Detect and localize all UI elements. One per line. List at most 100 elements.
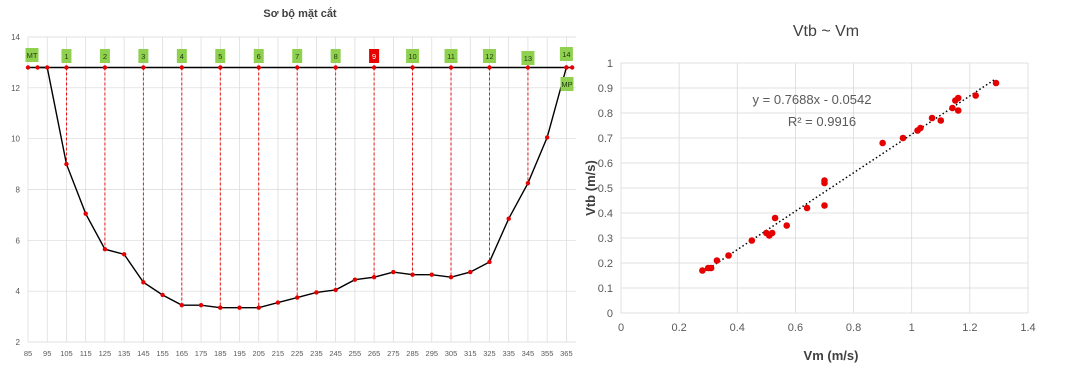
vertical-label-8: 8 — [330, 49, 341, 63]
label-text: 5 — [218, 52, 222, 61]
vertical-label-2: 2 — [99, 49, 110, 63]
x-tick-label: 315 — [464, 349, 477, 358]
scatter-point — [725, 252, 732, 259]
x-tick-label: 1.4 — [1020, 322, 1035, 334]
y-tick-label: 2 — [16, 338, 21, 347]
x-tick-label: 325 — [483, 349, 496, 358]
profile-point — [218, 305, 223, 310]
profile-point — [160, 292, 165, 298]
x-tick-label: 95 — [43, 349, 51, 358]
y-tick-label: 0.2 — [598, 258, 613, 270]
label-text: 2 — [103, 52, 107, 61]
profile-point — [487, 259, 492, 265]
x-tick-label: 85 — [24, 349, 32, 358]
scatter-point — [768, 229, 776, 237]
x-tick-label: 275 — [387, 349, 400, 358]
label-text: 10 — [408, 52, 416, 61]
riverbed-profile — [35, 65, 575, 310]
scatter-point — [928, 114, 936, 122]
water-surface-point — [487, 65, 492, 70]
x-tick-label: 0.8 — [846, 322, 861, 334]
data-points — [699, 79, 1000, 274]
profile-point — [64, 161, 69, 167]
x-tick-label: 0.2 — [671, 322, 686, 334]
profile-point — [237, 305, 242, 310]
y-tick-label: 0.6 — [598, 158, 613, 170]
velocity-scatter-panel: Vtb ~ Vm 0 0.1 0.2 0.3 0.4 0.5 0.6 0.7 0.8 0.9 1 0… — [583, 0, 1066, 365]
y-axis-ticks: 0 0.1 0.2 0.3 0.4 0.5 0.6 0.7 0.8 0.9 1 — [598, 58, 613, 320]
profile-point — [352, 277, 358, 282]
x-tick-label: 0 — [618, 322, 624, 334]
y-tick-label: 0.8 — [598, 108, 613, 120]
label-flag — [406, 49, 420, 63]
y-tick-label: 0.3 — [598, 233, 613, 245]
x-axis-label: Vm (m/s) — [804, 348, 859, 363]
y-tick-label: 0.5 — [598, 183, 613, 195]
profile-line — [37, 66, 573, 309]
label-text: MP — [561, 80, 572, 89]
label-flag — [444, 49, 458, 63]
x-tick-label: 115 — [80, 349, 92, 358]
x-tick-label: 145 — [137, 349, 150, 358]
vertical-label-mp: MP — [560, 77, 574, 91]
x-tick-label: 135 — [118, 349, 131, 358]
water-surface-point — [218, 65, 223, 70]
velocity-scatter-chart: Vtb ~ Vm 0 0.1 0.2 0.3 0.4 0.5 0.6 0.7 0.8 0.9 1 0… — [583, 23, 1036, 363]
vertical-label-3: 3 — [138, 49, 149, 63]
x-tick-label: 305 — [445, 349, 458, 358]
y-tick-label: 0.1 — [598, 283, 613, 295]
scatter-point — [707, 264, 715, 272]
label-text: 4 — [180, 52, 184, 61]
water-surface-point — [333, 65, 338, 70]
profile-point — [506, 216, 511, 221]
water-surface-point — [25, 65, 31, 70]
scatter-point — [699, 267, 706, 274]
y-tick-label: 0.7 — [598, 133, 613, 145]
x-tick-label: 105 — [60, 349, 73, 358]
scatter-point — [937, 117, 945, 124]
trendline — [701, 77, 997, 274]
water-surface-point — [448, 65, 454, 70]
profile-point — [391, 269, 396, 275]
scatter-point — [821, 202, 828, 209]
profile-point — [448, 274, 454, 280]
water-level-line — [25, 65, 569, 70]
chart-title: Sơ bộ mặt cắt — [263, 7, 337, 20]
profile-point — [275, 300, 281, 305]
water-surface-point — [141, 65, 146, 70]
vertical-label-10: 10 — [406, 49, 420, 63]
y-tick-label: 0.9 — [598, 83, 613, 95]
grid — [620, 62, 1029, 314]
profile-point — [544, 135, 550, 140]
x-tick-label: 335 — [502, 349, 515, 358]
profile-point — [256, 305, 261, 310]
vertical-label-14: 14 — [559, 47, 573, 61]
x-tick-label: 195 — [233, 349, 246, 358]
vertical-label-13: 13 — [521, 51, 535, 65]
label-text: 12 — [485, 52, 493, 61]
r-squared: R² = 0.9916 — [788, 114, 856, 129]
vertical-label-5: 5 — [215, 49, 226, 63]
label-flag — [560, 77, 574, 91]
scatter-point — [803, 204, 811, 212]
scatter-point — [972, 92, 979, 99]
water-surface-point — [179, 65, 185, 70]
x-tick-label: 175 — [195, 349, 208, 358]
y-tick-label: 0.4 — [598, 208, 613, 220]
label-flag — [215, 49, 226, 63]
label-text: 13 — [524, 54, 532, 63]
profile-point — [83, 211, 88, 216]
scatter-point — [748, 237, 756, 244]
profile-point — [410, 272, 415, 277]
x-tick-label: 155 — [156, 349, 169, 358]
x-tick-label: 1 — [909, 322, 915, 334]
label-flag — [99, 49, 110, 63]
y-tick-label: 12 — [11, 84, 20, 93]
scatter-point — [917, 124, 924, 132]
x-tick-label: 215 — [272, 349, 285, 358]
label-text: 11 — [447, 52, 455, 61]
x-tick-label: 165 — [176, 349, 189, 358]
profile-point — [35, 65, 40, 70]
water-surface-point — [410, 65, 415, 70]
water-surface-point — [371, 65, 377, 70]
